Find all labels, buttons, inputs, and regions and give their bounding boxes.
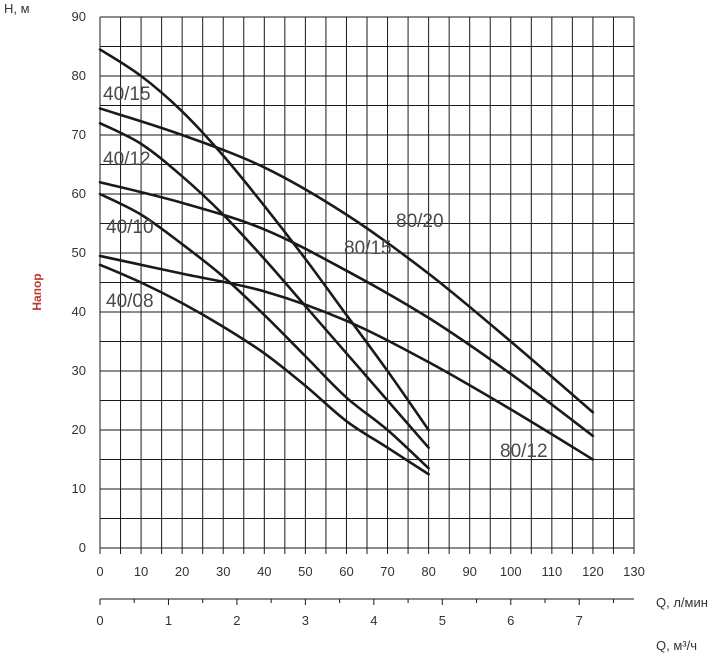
y-tick-label: 50 [72,245,86,260]
y-tick-label: 30 [72,363,86,378]
x2-axis-title: Q, м³/ч [656,638,697,653]
series-line-80-15 [98,180,595,438]
x2-tick-label: 5 [439,613,446,628]
x-tick-label: 10 [134,564,148,579]
x-tick-label: 120 [582,564,604,579]
y-tick-label: 0 [79,540,86,555]
y-axis-unit-label: H, м [4,1,30,16]
series-label-40-15: 40/15 [103,84,151,105]
grid-lines [99,16,635,605]
x-tick-label: 100 [500,564,522,579]
series-label-80-12: 80/12 [500,441,548,462]
y-tick-label: 10 [72,481,86,496]
x-tick-label: 50 [298,564,312,579]
series-line-80-12 [98,254,595,461]
x-tick-label: 20 [175,564,189,579]
x2-tick-label: 3 [302,613,309,628]
x-tick-label: 30 [216,564,230,579]
y-axis-title: Напор [30,273,44,310]
x-tick-label: 130 [623,564,645,579]
x-tick-label: 90 [462,564,476,579]
y-tick-label: 20 [72,422,86,437]
series-line-40-08 [98,263,430,476]
x2-tick-label: 4 [370,613,377,628]
x2-tick-label: 7 [576,613,583,628]
x2-tick-label: 1 [165,613,172,628]
series-curves [98,48,595,476]
series-label-40-10: 40/10 [106,217,154,238]
series-label-40-08: 40/08 [106,291,154,312]
x-tick-label: 0 [96,564,103,579]
series-label-80-15: 80/15 [344,238,392,259]
x-tick-label: 40 [257,564,271,579]
x-tick-label: 70 [380,564,394,579]
x-tick-label: 110 [541,564,562,579]
series-label-80-20: 80/20 [396,211,444,232]
y-tick-label: 40 [72,304,86,319]
series-line-80-20 [98,107,595,414]
y-tick-label: 70 [72,127,86,142]
x-tick-label: 60 [339,564,353,579]
y-tick-label: 90 [72,9,86,24]
x2-tick-label: 2 [233,613,240,628]
series-line-40-15 [98,48,430,432]
x-tick-label: 80 [421,564,435,579]
y-tick-label: 60 [72,186,86,201]
series-label-40-12: 40/12 [103,149,151,170]
x-axis-title: Q, л/мин [656,595,708,610]
series-line-40-10 [98,192,430,470]
series-line-40-12 [98,121,430,449]
y-tick-label: 80 [72,68,86,83]
x2-tick-label: 6 [507,613,514,628]
x2-tick-label: 0 [96,613,103,628]
